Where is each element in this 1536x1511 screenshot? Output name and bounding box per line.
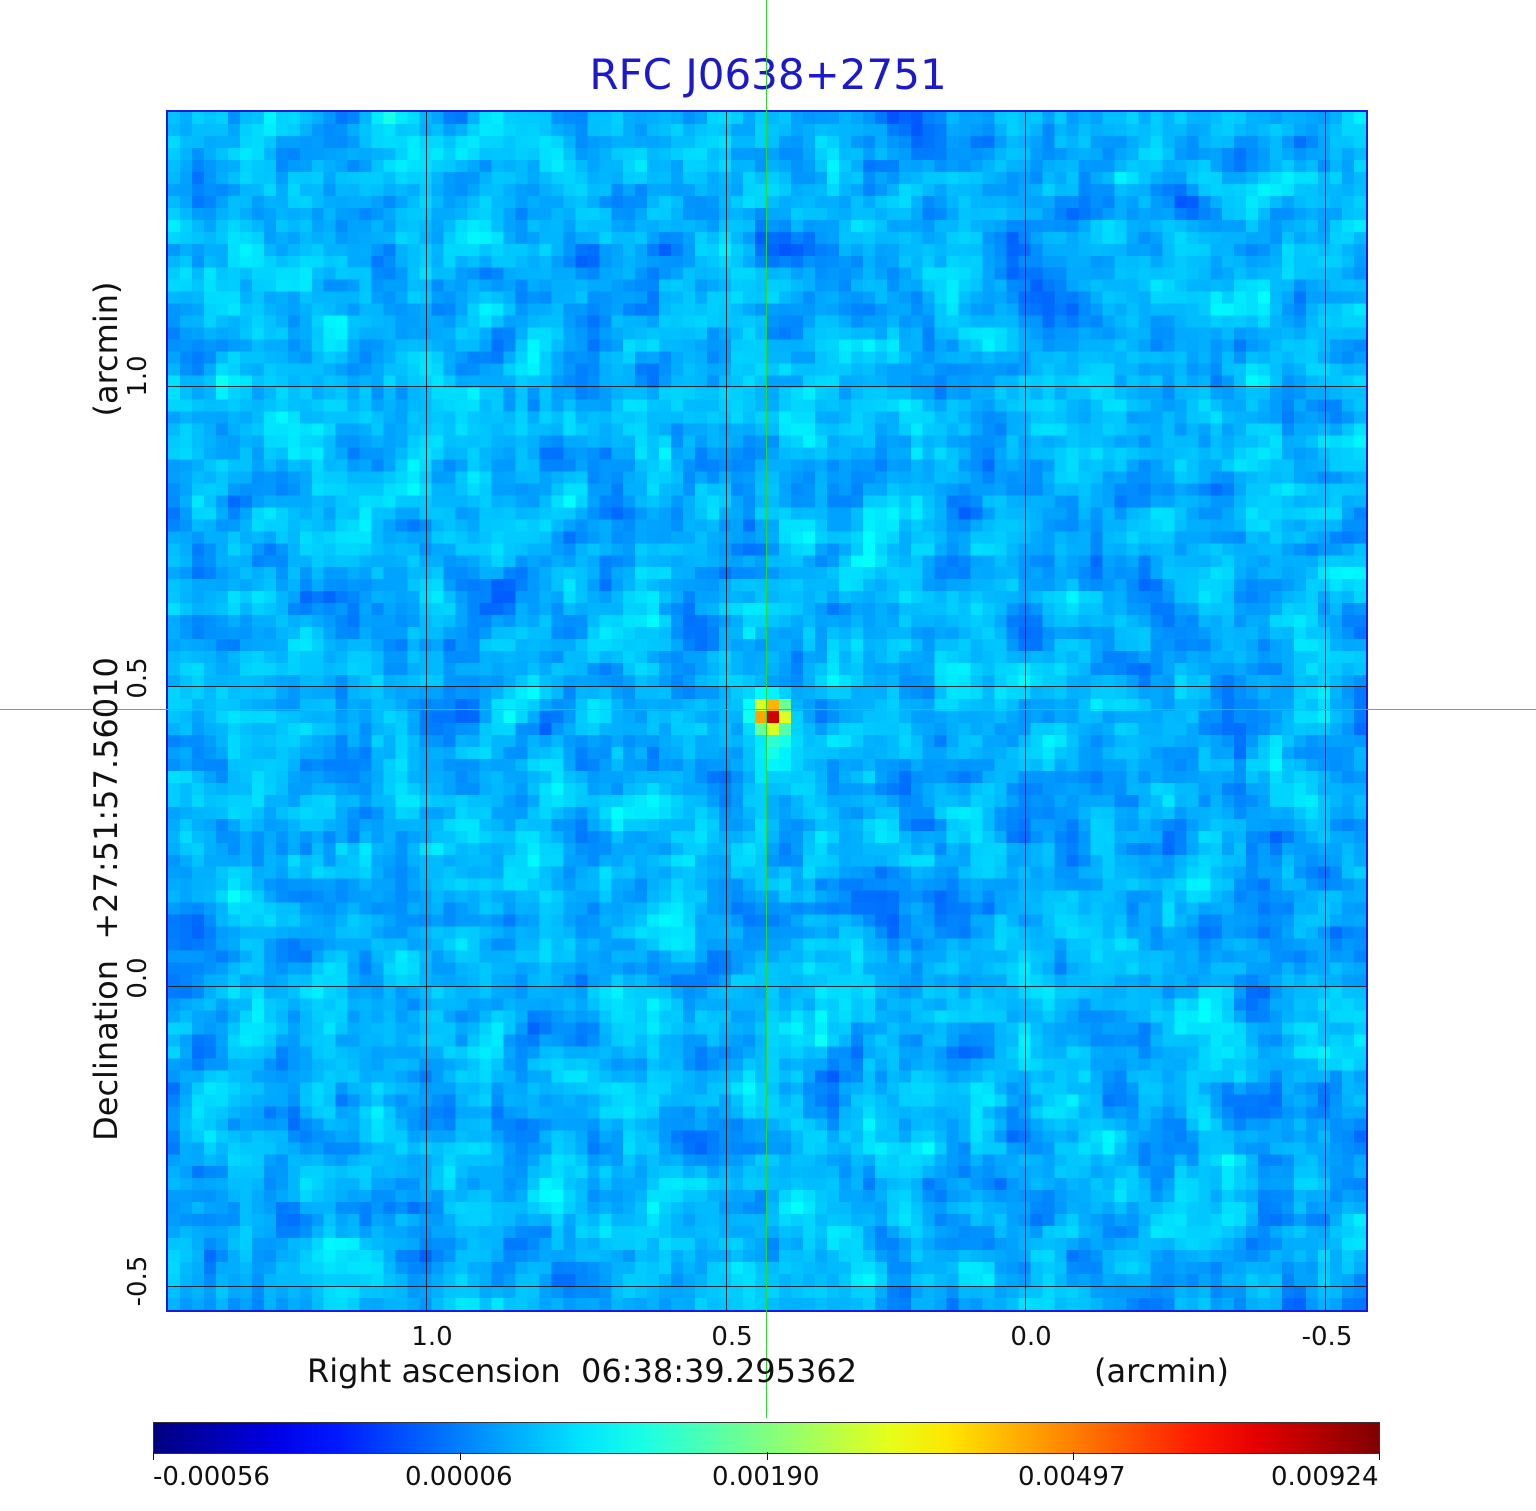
grid-line-dec-minus-0.5 [168, 1286, 1366, 1287]
image-title: RFC J0638+2751 [589, 50, 947, 99]
radio-intensity-map[interactable] [168, 112, 1366, 1310]
x-axis-unit: (arcmin) [1094, 1352, 1229, 1390]
grid-line-ra-minus-0.5 [1325, 112, 1326, 1310]
x-tick-label: 0.5 [711, 1322, 753, 1352]
grid-line-ra-1.0 [426, 112, 427, 1310]
y-tick-label: 0.5 [123, 657, 153, 699]
colorbar-tick [1379, 1452, 1380, 1460]
colorbar-label: -0.00056 [153, 1462, 270, 1492]
grid-line-dec-0.0 [168, 986, 1366, 987]
grid-line-dec-1.0 [168, 386, 1366, 387]
y-axis-label: Declination +27:51:57.56010 [87, 657, 125, 1141]
grid-line-ra-0.5 [726, 112, 727, 1310]
x-tick-label: 0.0 [1010, 1322, 1052, 1352]
colorbar [153, 1422, 1380, 1454]
x-axis-label: Right ascension 06:38:39.295362 [307, 1352, 858, 1390]
y-axis-unit: (arcmin) [87, 281, 125, 417]
colorbar-label: 0.00497 [1018, 1462, 1126, 1492]
colorbar-tick [153, 1452, 154, 1460]
y-tick-label: -0.5 [123, 1255, 153, 1307]
colorbar-label: 0.00006 [405, 1462, 513, 1492]
colorbar-tick [767, 1452, 768, 1460]
radio-image-panel[interactable] [166, 110, 1368, 1312]
crosshair-horizontal [0, 709, 1536, 710]
colorbar-label: 0.00190 [712, 1462, 820, 1492]
grid-line-dec-0.5 [168, 686, 1366, 687]
colorbar-tick [1073, 1452, 1074, 1460]
colorbar-label: 0.00924 [1271, 1462, 1379, 1492]
y-tick-label: 1.0 [123, 355, 153, 397]
colorbar-tick [460, 1452, 461, 1460]
grid-line-ra-0.0 [1025, 112, 1026, 1310]
x-tick-label: 1.0 [411, 1322, 453, 1352]
y-tick-label: 0.0 [123, 957, 153, 999]
x-tick-label: -0.5 [1301, 1322, 1353, 1352]
